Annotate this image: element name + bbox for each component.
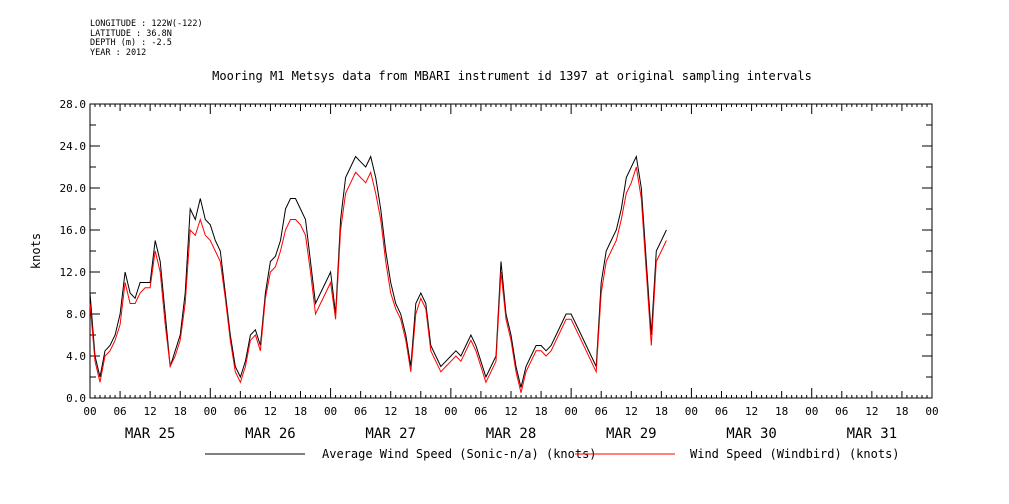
- x-hour-label: 06: [595, 405, 608, 418]
- x-hour-label: 12: [625, 405, 638, 418]
- x-hour-label: 06: [715, 405, 728, 418]
- x-hour-label: 00: [805, 405, 818, 418]
- plot-frame: [89, 103, 933, 399]
- legend-label: Wind Speed (Windbird) (knots): [690, 447, 900, 461]
- x-day-label: MAR 29: [606, 426, 657, 442]
- y-tick-label: 0.0: [66, 392, 86, 405]
- x-hour-label: 12: [745, 405, 758, 418]
- x-hour-label: 00: [685, 405, 698, 418]
- x-hour-label: 06: [474, 405, 487, 418]
- x-hour-label: 00: [925, 405, 938, 418]
- x-hour-label: 18: [294, 405, 307, 418]
- x-day-label: MAR 28: [486, 426, 537, 442]
- y-tick-label: 4.0: [66, 350, 86, 363]
- x-hour-label: 18: [174, 405, 187, 418]
- y-tick-label: 20.0: [60, 182, 87, 195]
- x-day-label: MAR 27: [365, 426, 416, 442]
- x-hour-label: 00: [444, 405, 457, 418]
- legend-label: Average Wind Speed (Sonic-n/a) (knots): [322, 447, 597, 461]
- x-hour-label: 06: [835, 405, 848, 418]
- y-tick-label: 16.0: [60, 224, 87, 237]
- depth-label: DEPTH (m) : -2.5: [90, 38, 172, 48]
- x-hour-label: 06: [354, 405, 367, 418]
- x-day-label: MAR 31: [847, 426, 898, 442]
- x-hour-label: 06: [234, 405, 247, 418]
- year-label: YEAR : 2012: [90, 47, 147, 58]
- x-hour-label: 18: [895, 405, 908, 418]
- x-hour-label: 12: [264, 405, 277, 418]
- x-hour-label: 12: [504, 405, 517, 418]
- y-axis-label: knots: [29, 233, 43, 269]
- series-layer: [89, 154, 667, 393]
- axes-group: 0.0 4.0 8.0 12.0 16.0 20.0 24.0 28.0 00 06 12 18 00 0…: [60, 98, 939, 442]
- series-line-windbird-wind-speed: [89, 166, 667, 393]
- x-day-label: MAR 26: [245, 426, 296, 442]
- latitude-label: LATITUDE : 36.8N: [90, 28, 172, 39]
- x-hour-label: 12: [865, 405, 878, 418]
- x-hour-label: 18: [655, 405, 668, 418]
- y-tick-label: 28.0: [60, 98, 87, 111]
- x-day-label: MAR 30: [726, 426, 777, 442]
- y-tick-label: 12.0: [60, 266, 87, 279]
- longitude-label: LONGITUDE : 122W(-122): [90, 19, 203, 29]
- x-hour-label: 00: [324, 405, 337, 418]
- x-hour-label: 00: [204, 405, 217, 418]
- x-hour-label: 18: [414, 405, 427, 418]
- x-hour-label: 00: [565, 405, 578, 418]
- x-hour-label: 12: [384, 405, 397, 418]
- chart-title: Mooring M1 Metsys data from MBARI instru…: [212, 69, 812, 83]
- x-hour-label: 18: [775, 405, 788, 418]
- legend: Average Wind Speed (Sonic-n/a) (knots) Wi…: [205, 447, 900, 461]
- x-hour-label: 18: [534, 405, 547, 418]
- y-tick-label: 8.0: [66, 308, 86, 321]
- y-tick-label: 24.0: [60, 140, 87, 153]
- x-day-label: MAR 25: [125, 426, 176, 442]
- x-hour-label: 00: [83, 405, 96, 418]
- series-line-average-wind-speed: [89, 154, 667, 388]
- metadata-block: LONGITUDE : 122W(-122) LATITUDE : 36.8N …: [90, 19, 203, 58]
- x-hour-label: 12: [144, 405, 157, 418]
- x-hour-label: 06: [113, 405, 126, 418]
